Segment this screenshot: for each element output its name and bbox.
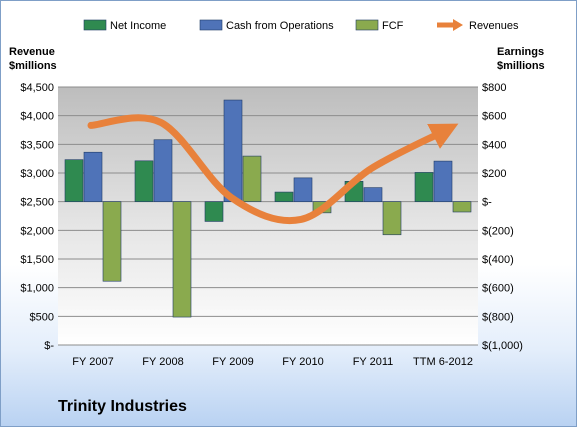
x-tick-label: TTM 6-2012: [413, 356, 473, 368]
y-left-tick-label: $1,000: [20, 283, 54, 295]
bar-cash-from-operations-0: [83, 151, 103, 202]
y-left-tick-label: $4,000: [20, 111, 54, 123]
y-right-tick-label: $(200): [482, 225, 514, 237]
bar-fcf-5: [452, 201, 472, 213]
y-left-tick-label: $2,000: [20, 225, 54, 237]
bar-fcf-0: [102, 201, 122, 282]
y-right-tick-label: $800: [482, 82, 506, 94]
chart-title: Trinity Industries: [58, 398, 187, 415]
legend-label: Cash from Operations: [226, 20, 334, 32]
bar-net-income-1: [134, 160, 154, 202]
y-left-tick-label: $500: [30, 311, 54, 323]
y-left-axis-title: $millions: [9, 60, 57, 72]
bar-fcf-4: [382, 201, 402, 236]
y-right-tick-label: $(400): [482, 254, 514, 266]
bar-fcf-1: [172, 201, 192, 318]
x-tick-label: FY 2007: [72, 356, 113, 368]
x-tick-label: FY 2010: [282, 356, 323, 368]
y-left-axis-title: Revenue: [9, 46, 55, 58]
y-right-tick-label: $600: [482, 111, 506, 123]
y-right-tick-label: $-: [482, 197, 492, 209]
legend-swatch: [199, 19, 223, 31]
legend-label: Revenues: [469, 20, 519, 32]
y-right-tick-label: $400: [482, 139, 506, 151]
y-right-axis-title: $millions: [497, 60, 545, 72]
bar-cash-from-operations-3: [293, 177, 313, 202]
y-right-axis-title: Earnings: [497, 46, 544, 58]
x-tick-label: FY 2011: [353, 356, 394, 368]
bar-net-income-3: [274, 191, 294, 202]
legend-swatch: [355, 19, 379, 31]
y-left-tick-label: $3,500: [20, 139, 54, 151]
bar-net-income-0: [64, 159, 84, 202]
x-tick-label: FY 2008: [142, 356, 183, 368]
y-right-tick-label: $(600): [482, 283, 514, 295]
legend-label: FCF: [382, 20, 404, 32]
revenue-line: [87, 114, 459, 224]
y-left-tick-label: $-: [44, 340, 54, 352]
y-left-tick-label: $3,000: [20, 168, 54, 180]
bar-cash-from-operations-2: [223, 99, 243, 202]
y-left-tick-label: $4,500: [20, 82, 54, 94]
y-right-tick-label: $(1,000): [482, 340, 523, 352]
y-left-tick-label: $1,500: [20, 254, 54, 266]
legend-arrow-revenues: [453, 19, 463, 31]
x-tick-label: FY 2009: [212, 356, 253, 368]
bar-net-income-5: [414, 172, 434, 202]
bar-cash-from-operations-4: [363, 187, 383, 202]
y-left-tick-label: $2,500: [20, 197, 54, 209]
bar-fcf-2: [242, 155, 262, 202]
bar-cash-from-operations-5: [433, 160, 453, 202]
bar-cash-from-operations-1: [153, 139, 173, 202]
legend-label: Net Income: [110, 20, 166, 32]
y-right-tick-label: $200: [482, 168, 506, 180]
bar-net-income-2: [204, 201, 224, 222]
y-right-tick-label: $(800): [482, 311, 514, 323]
legend-swatch: [83, 19, 107, 31]
